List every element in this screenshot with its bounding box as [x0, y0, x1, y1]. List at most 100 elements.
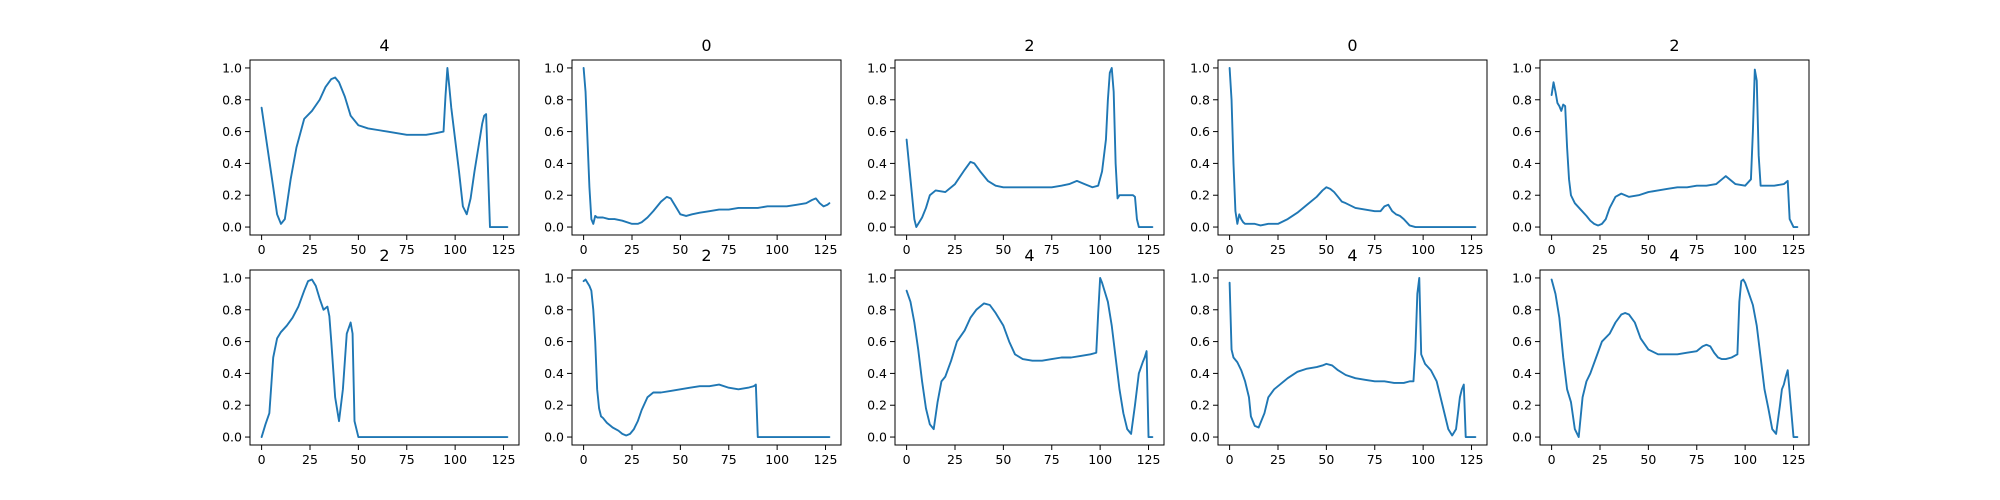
subplot-9: 4 0 25 50 75 100 125 0.0 0.2 0.4 0.6 0.8 1.0 — [1190, 246, 1488, 467]
subplot-title: 2 — [701, 246, 711, 265]
x-tick-label: 75 — [1689, 242, 1705, 257]
axes-frame — [1217, 269, 1488, 446]
x-tick-label: 125 — [814, 452, 838, 467]
subplot-title: 2 — [1024, 36, 1034, 55]
x-tick-label: 100 — [1411, 242, 1435, 257]
y-tick-label: 0.6 — [867, 124, 887, 139]
series-line — [905, 67, 1154, 228]
subplot-title: 4 — [379, 36, 389, 55]
y-tick-label: 0.2 — [544, 188, 564, 203]
y-tick-label: 1.0 — [544, 60, 564, 75]
y-tick-label: 0.2 — [867, 188, 887, 203]
y-tick-label: 0.4 — [1190, 156, 1210, 171]
y-tick-label: 1.0 — [1512, 270, 1532, 285]
x-tick-label: 75 — [1044, 242, 1060, 257]
x-tick-label: 125 — [1782, 452, 1806, 467]
y-tick-label: 0.4 — [544, 156, 564, 171]
x-tick-label: 75 — [721, 452, 737, 467]
axes-frame — [571, 269, 842, 446]
y-tick-label: 1.0 — [1512, 60, 1532, 75]
subplot-7: 2 0 25 50 75 100 125 0.0 0.2 0.4 0.6 0.8 1.0 — [544, 246, 842, 467]
y-tick-label: 0.8 — [867, 302, 887, 317]
y-tick-label: 0.6 — [544, 124, 564, 139]
x-tick-label: 0 — [258, 452, 266, 467]
x-tick-label: 25 — [624, 452, 640, 467]
y-tick-label: 0.2 — [867, 398, 887, 413]
y-tick-label: 1.0 — [1190, 60, 1210, 75]
series-line — [1550, 278, 1799, 438]
y-tick-label: 0.0 — [867, 220, 887, 235]
y-tick-label: 0.0 — [1512, 430, 1532, 445]
x-tick-label: 100 — [1733, 242, 1757, 257]
x-tick-label: 125 — [1137, 242, 1161, 257]
x-tick-label: 50 — [350, 242, 366, 257]
y-tick-label: 0.8 — [1190, 302, 1210, 317]
x-tick-label: 25 — [947, 452, 963, 467]
y-tick-label: 0.2 — [544, 398, 564, 413]
y-tick-label: 1.0 — [544, 270, 564, 285]
axes-frame — [249, 59, 520, 236]
axes-frame — [894, 59, 1165, 236]
y-tick-label: 0.8 — [544, 302, 564, 317]
x-tick-label: 75 — [1367, 452, 1383, 467]
subplot-title: 0 — [1347, 36, 1357, 55]
x-tick-label: 0 — [1548, 452, 1556, 467]
y-tick-label: 0.4 — [544, 366, 564, 381]
x-tick-label: 0 — [1226, 452, 1234, 467]
x-tick-label: 50 — [672, 242, 688, 257]
subplot-title: 4 — [1669, 246, 1679, 265]
y-tick-label: 0.0 — [544, 430, 564, 445]
y-tick-label: 0.6 — [544, 334, 564, 349]
subplot-title: 2 — [1669, 36, 1679, 55]
x-tick-label: 0 — [580, 452, 588, 467]
subplot-4: 0 0 25 50 75 100 125 0.0 0.2 0.4 0.6 0.8 1.0 — [1190, 36, 1488, 257]
x-tick-label: 0 — [1548, 242, 1556, 257]
x-tick-label: 25 — [1270, 452, 1286, 467]
y-tick-label: 0.4 — [867, 156, 887, 171]
x-tick-label: 75 — [721, 242, 737, 257]
y-tick-label: 1.0 — [222, 60, 242, 75]
y-tick-label: 0.6 — [222, 124, 242, 139]
x-tick-label: 100 — [765, 452, 789, 467]
x-tick-label: 50 — [350, 452, 366, 467]
x-tick-label: 25 — [624, 242, 640, 257]
x-tick-label: 125 — [814, 242, 838, 257]
x-tick-label: 75 — [1044, 452, 1060, 467]
y-tick-label: 0.6 — [1190, 124, 1210, 139]
y-tick-label: 1.0 — [867, 60, 887, 75]
y-tick-label: 0.4 — [222, 156, 242, 171]
y-tick-label: 0.4 — [1512, 366, 1532, 381]
axes-frame — [1539, 269, 1810, 446]
y-tick-label: 0.6 — [867, 334, 887, 349]
x-tick-label: 0 — [1226, 242, 1234, 257]
x-tick-label: 0 — [903, 242, 911, 257]
y-tick-label: 1.0 — [222, 270, 242, 285]
series-line — [1228, 67, 1477, 228]
y-tick-label: 1.0 — [1190, 270, 1210, 285]
x-tick-label: 25 — [1270, 242, 1286, 257]
x-tick-label: 50 — [995, 242, 1011, 257]
x-tick-label: 125 — [492, 242, 516, 257]
y-tick-label: 0.4 — [1190, 366, 1210, 381]
y-tick-label: 0.0 — [544, 220, 564, 235]
x-tick-label: 75 — [399, 452, 415, 467]
x-tick-label: 100 — [1088, 452, 1112, 467]
x-tick-label: 75 — [399, 242, 415, 257]
x-tick-label: 0 — [258, 242, 266, 257]
axes-frame — [1539, 59, 1810, 236]
series-line — [582, 67, 831, 225]
x-tick-label: 50 — [995, 452, 1011, 467]
y-tick-label: 0.2 — [1512, 398, 1532, 413]
subplot-title: 4 — [1024, 246, 1034, 265]
series-line — [905, 277, 1154, 438]
x-tick-label: 50 — [1318, 242, 1334, 257]
x-tick-label: 125 — [1137, 452, 1161, 467]
subplot-2: 0 0 25 50 75 100 125 0.0 0.2 0.4 0.6 0.8 1.0 — [544, 36, 842, 257]
x-tick-label: 0 — [903, 452, 911, 467]
y-tick-label: 1.0 — [867, 270, 887, 285]
y-tick-label: 0.2 — [1190, 188, 1210, 203]
x-tick-label: 125 — [1460, 452, 1484, 467]
x-tick-label: 75 — [1689, 452, 1705, 467]
series-line — [260, 278, 509, 438]
x-tick-label: 100 — [443, 452, 467, 467]
